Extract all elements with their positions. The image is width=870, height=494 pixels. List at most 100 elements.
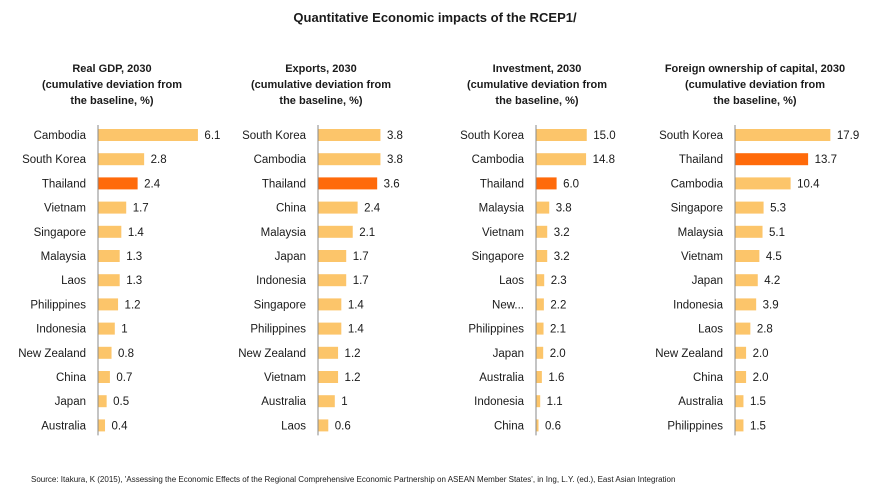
- bar-charts: Cambodia 6.1 South Korea 2.8 Thailand 2.4 Viet…: [18, 125, 859, 436]
- value-label: 1.7: [133, 203, 149, 215]
- bar: [98, 419, 106, 432]
- category-label: Japan: [493, 348, 524, 360]
- bar: [735, 129, 831, 141]
- bar: [318, 395, 335, 408]
- bar: [98, 201, 127, 214]
- value-label: 1.2: [125, 299, 141, 311]
- value-label: 3.8: [387, 154, 403, 166]
- category-label: Indonesia: [673, 299, 723, 311]
- bar: [536, 346, 544, 359]
- value-label: 4.5: [766, 251, 782, 263]
- panel-title-exports: Exports, 2030 (cumulative deviation from…: [221, 61, 421, 109]
- category-label: Laos: [698, 324, 723, 336]
- value-label: 2.0: [753, 348, 769, 360]
- bar: [98, 346, 112, 359]
- category-label: Indonesia: [256, 275, 306, 287]
- category-label: Vietnam: [681, 251, 723, 263]
- bar: [735, 371, 747, 383]
- value-label: 1.7: [353, 275, 369, 287]
- bar: [98, 177, 138, 190]
- bar: [735, 201, 764, 214]
- category-label: New...: [492, 299, 524, 311]
- value-label: 1.4: [348, 299, 365, 311]
- panel-title-line: the baseline, %): [279, 95, 363, 107]
- value-label: 10.4: [797, 178, 820, 190]
- bar: [98, 395, 107, 408]
- value-label: 1.4: [128, 227, 145, 239]
- category-label: Cambodia: [254, 154, 307, 166]
- category-label: China: [494, 420, 525, 432]
- category-label: Malaysia: [261, 227, 307, 239]
- value-label: 1.2: [345, 348, 361, 360]
- value-label: 1.7: [353, 251, 369, 263]
- value-label: 13.7: [815, 154, 837, 166]
- value-label: 1.5: [750, 396, 766, 408]
- category-label: China: [276, 203, 307, 215]
- panel-title-line: (cumulative deviation from: [42, 79, 182, 91]
- bar: [98, 322, 115, 335]
- panel-title-line: Investment, 2030: [492, 63, 582, 75]
- bar: [536, 129, 587, 141]
- panel-title-line: Exports, 2030: [285, 63, 357, 75]
- category-label: Australia: [678, 396, 723, 408]
- bar: [536, 322, 544, 335]
- bar: [735, 177, 791, 190]
- category-label: Singapore: [34, 227, 86, 239]
- category-label: Vietnam: [44, 203, 86, 215]
- bar: [536, 225, 548, 238]
- value-label: 1.1: [547, 396, 563, 408]
- category-label: Laos: [61, 275, 86, 287]
- bar: [318, 225, 353, 238]
- bar: [98, 225, 122, 238]
- bar: [98, 274, 120, 287]
- value-label: 1.3: [126, 251, 142, 263]
- category-label: Cambodia: [472, 154, 525, 166]
- value-label: 1.4: [348, 324, 365, 336]
- bar: [318, 129, 381, 141]
- value-label: 2.4: [364, 203, 381, 215]
- category-label: Philippines: [250, 324, 306, 336]
- source-note: Source: Itakura, K (2015), 'Assessing th…: [31, 475, 676, 484]
- value-label: 0.5: [113, 396, 129, 408]
- bar: [318, 153, 381, 166]
- panel-title-foreign-ownership: Foreign ownership of capital, 2030 (cumu…: [655, 61, 855, 109]
- bar: [98, 250, 120, 262]
- value-label: 3.6: [384, 178, 400, 190]
- bar: [735, 419, 744, 432]
- bar: [536, 153, 587, 166]
- value-label: 3.9: [763, 299, 779, 311]
- value-label: 1.3: [126, 275, 142, 287]
- category-label: Laos: [281, 420, 306, 432]
- value-label: 2.2: [550, 299, 566, 311]
- panel-title-line: (cumulative deviation from: [251, 79, 391, 91]
- category-label: South Korea: [22, 154, 87, 166]
- value-label: 0.8: [118, 348, 134, 360]
- category-label: China: [693, 372, 724, 384]
- category-label: Cambodia: [671, 178, 724, 190]
- bar: [536, 250, 548, 262]
- value-label: 15.0: [593, 130, 615, 142]
- value-label: 0.6: [335, 420, 351, 432]
- panel-title-line: the baseline, %): [713, 95, 797, 107]
- bar: [318, 419, 329, 432]
- value-label: 3.2: [554, 251, 570, 263]
- category-label: Australia: [479, 372, 524, 384]
- panel-title-line: Real GDP, 2030: [72, 63, 152, 75]
- bar: [318, 177, 378, 190]
- category-label: New Zealand: [655, 348, 723, 360]
- bar: [735, 274, 758, 287]
- value-label: 1.6: [548, 372, 564, 384]
- value-label: 1.2: [345, 372, 361, 384]
- category-label: Singapore: [472, 251, 524, 263]
- bar: [735, 153, 809, 166]
- value-label: 0.7: [116, 372, 132, 384]
- bar: [318, 250, 347, 262]
- bar: [536, 201, 550, 214]
- category-label: Japan: [692, 275, 723, 287]
- category-label: Thailand: [42, 178, 86, 190]
- value-label: 14.8: [593, 154, 615, 166]
- category-label: New Zealand: [238, 348, 306, 360]
- panel-title-line: (cumulative deviation from: [467, 79, 607, 91]
- category-label: Australia: [261, 396, 306, 408]
- category-label: Thailand: [480, 178, 524, 190]
